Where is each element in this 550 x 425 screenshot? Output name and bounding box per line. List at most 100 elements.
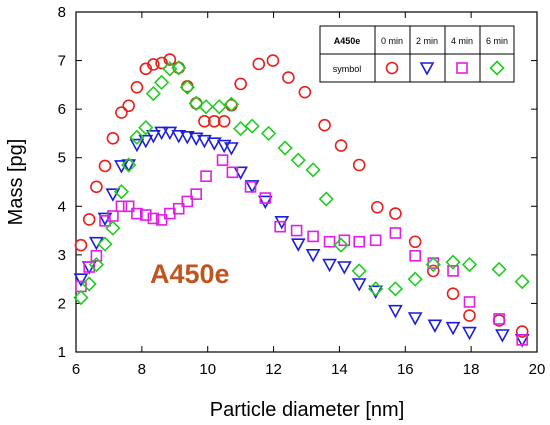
x-axis-title: Particle diameter [nm] bbox=[210, 399, 405, 421]
legend-symbols bbox=[385, 60, 505, 76]
data-point bbox=[138, 119, 154, 136]
data-point bbox=[322, 258, 337, 273]
x-tick-label: 18 bbox=[463, 361, 480, 378]
data-point bbox=[389, 227, 402, 239]
data-point bbox=[352, 158, 366, 172]
data-point bbox=[154, 126, 169, 141]
data-point bbox=[198, 114, 211, 128]
data-point bbox=[425, 256, 441, 273]
data-point bbox=[197, 134, 212, 149]
data-point bbox=[179, 79, 195, 95]
x-axis: 6 8 10 12 14 16 18 20 bbox=[72, 12, 545, 378]
data-point bbox=[130, 80, 144, 94]
data-point bbox=[305, 249, 321, 263]
data-point bbox=[446, 287, 460, 301]
data-point bbox=[266, 54, 280, 67]
data-point bbox=[298, 85, 312, 99]
y-tick-label: 1 bbox=[58, 344, 66, 361]
data-series bbox=[73, 53, 530, 348]
data-point bbox=[140, 209, 152, 221]
data-point bbox=[198, 99, 214, 115]
data-point bbox=[147, 212, 160, 225]
data-point bbox=[318, 191, 334, 207]
data-point bbox=[145, 85, 162, 102]
data-point bbox=[171, 60, 187, 76]
data-point bbox=[353, 235, 365, 248]
data-point bbox=[244, 181, 257, 193]
data-point bbox=[146, 130, 161, 144]
data-point bbox=[115, 106, 128, 119]
data-point bbox=[155, 214, 168, 226]
data-point bbox=[200, 170, 212, 182]
data-point bbox=[129, 138, 145, 153]
data-point bbox=[206, 137, 222, 151]
legend-header-6min: 6 min bbox=[486, 36, 508, 46]
legend-name: A450e bbox=[334, 36, 361, 46]
legend-header-4min: 4 min bbox=[451, 36, 473, 46]
y-tick-label: 3 bbox=[58, 247, 66, 264]
y-axis: 1 2 3 4 5 6 7 8 bbox=[58, 4, 537, 361]
legend-row-label: symbol bbox=[333, 64, 362, 74]
data-point bbox=[408, 235, 422, 249]
data-point bbox=[131, 207, 143, 220]
data-point bbox=[122, 99, 135, 113]
data-point bbox=[282, 71, 295, 84]
data-point bbox=[129, 129, 145, 145]
data-point bbox=[290, 238, 306, 252]
data-point bbox=[368, 281, 384, 297]
legend: A450e symbol 0 min 2 min 4 min 6 min bbox=[319, 25, 515, 83]
y-tick-label: 5 bbox=[58, 150, 66, 167]
data-point bbox=[463, 309, 476, 322]
data-point bbox=[155, 56, 168, 70]
x-tick-label: 14 bbox=[331, 361, 348, 378]
data-point bbox=[147, 58, 160, 71]
data-point bbox=[252, 57, 266, 71]
data-point bbox=[261, 125, 277, 142]
legend-symbol-diamond bbox=[489, 60, 505, 76]
data-point bbox=[211, 99, 227, 115]
legend-symbol-triangle bbox=[419, 62, 435, 76]
plot-area-border bbox=[75, 11, 538, 353]
data-point bbox=[82, 213, 96, 226]
data-point bbox=[98, 159, 112, 173]
data-point bbox=[323, 235, 336, 248]
data-point bbox=[81, 276, 97, 292]
series-6-min bbox=[73, 60, 530, 306]
data-point bbox=[73, 273, 89, 287]
data-point bbox=[389, 207, 402, 220]
data-point bbox=[162, 126, 178, 141]
data-point bbox=[318, 118, 331, 132]
data-point bbox=[122, 200, 135, 213]
y-tick-label: 8 bbox=[58, 4, 66, 21]
data-point bbox=[305, 162, 321, 178]
data-point bbox=[153, 74, 170, 91]
data-point bbox=[226, 166, 239, 179]
data-point bbox=[188, 95, 204, 111]
data-point bbox=[83, 261, 95, 273]
data-point bbox=[407, 271, 423, 287]
series-4-min bbox=[75, 154, 528, 346]
data-point bbox=[257, 195, 273, 210]
data-point bbox=[370, 200, 384, 214]
data-point bbox=[138, 134, 154, 149]
data-point bbox=[515, 325, 529, 338]
x-tick-label: 12 bbox=[265, 361, 282, 378]
data-point bbox=[333, 237, 349, 253]
data-point bbox=[334, 139, 348, 152]
data-point bbox=[90, 250, 103, 262]
data-point bbox=[259, 192, 272, 204]
data-point bbox=[307, 230, 319, 243]
data-point bbox=[163, 53, 177, 66]
data-point bbox=[208, 114, 221, 128]
data-point bbox=[388, 304, 403, 319]
data-point bbox=[224, 142, 239, 156]
data-point bbox=[274, 220, 286, 233]
data-point bbox=[90, 180, 103, 194]
data-point bbox=[445, 254, 461, 270]
data-point bbox=[113, 184, 130, 200]
legend-symbol-square bbox=[456, 62, 468, 74]
y-axis-title: Mass [pg] bbox=[5, 139, 27, 226]
y-tick-label: 2 bbox=[58, 295, 66, 312]
data-point bbox=[407, 312, 423, 326]
